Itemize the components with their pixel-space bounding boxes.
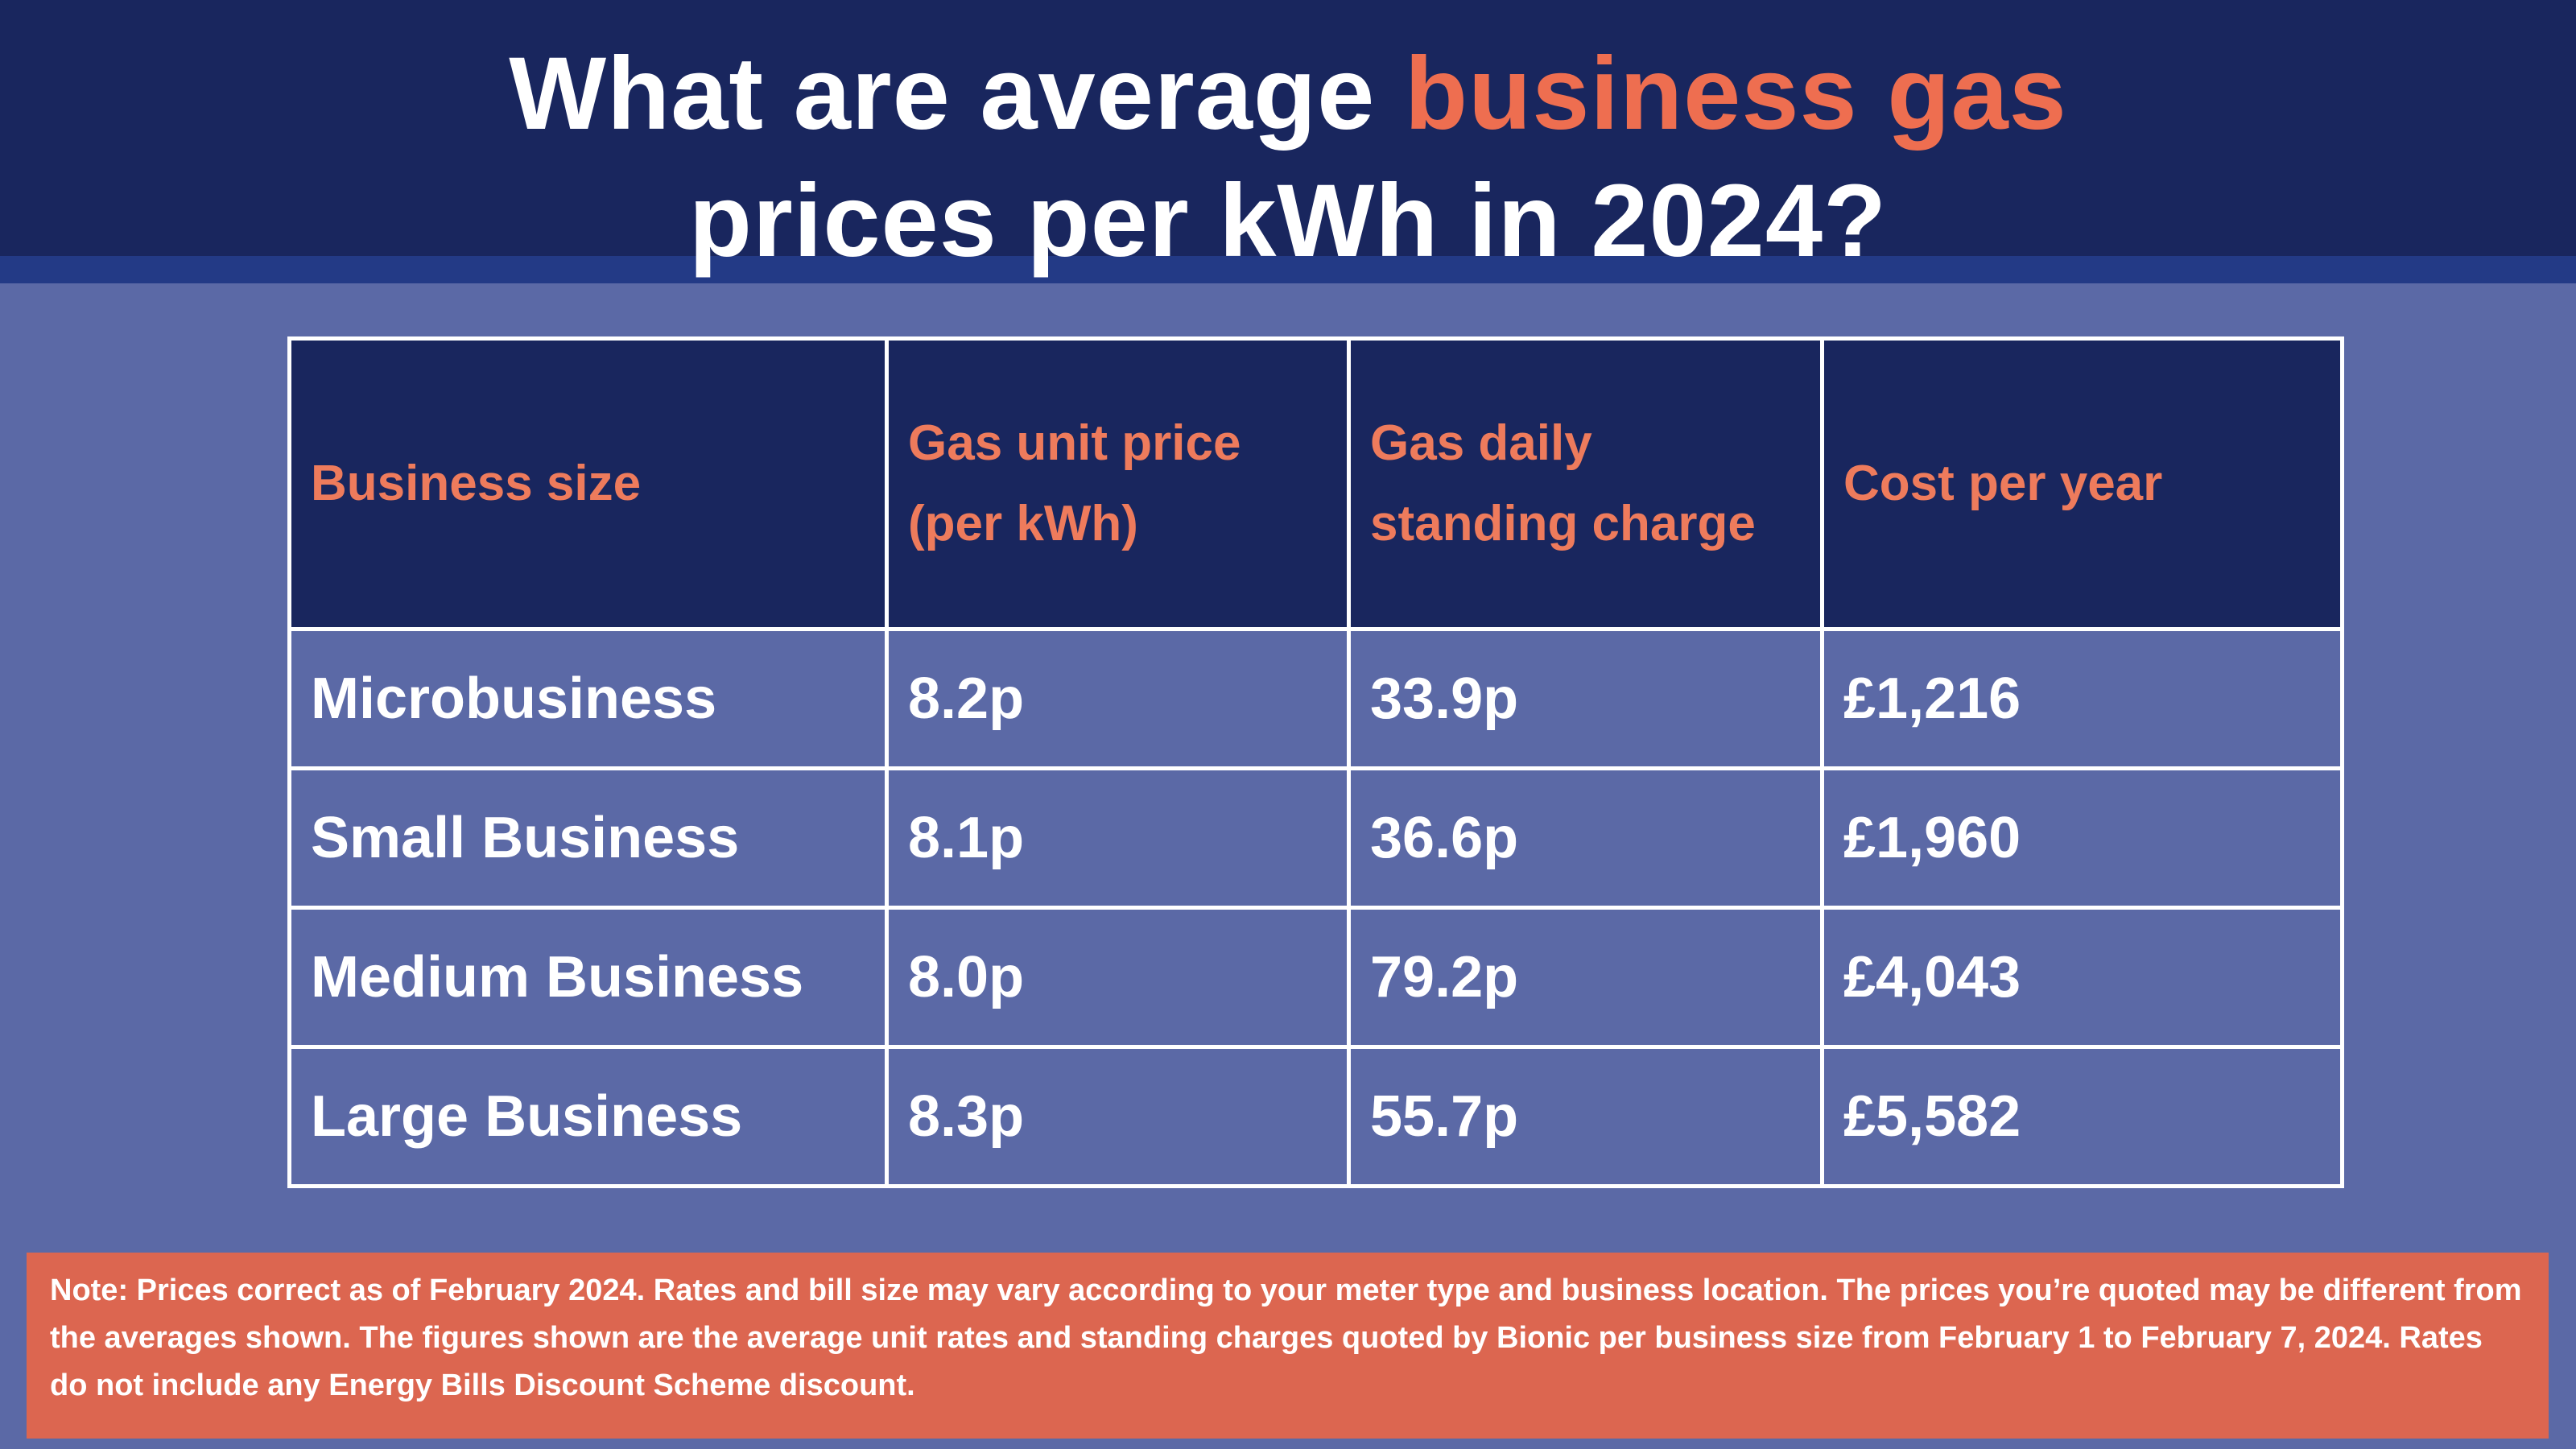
title-part-1: What are average bbox=[509, 36, 1405, 151]
disclaimer-note: Note: Prices correct as of February 2024… bbox=[27, 1253, 2549, 1439]
table-row: Small Business 8.1p 36.6p £1,960 bbox=[287, 766, 2344, 910]
cell-business-size: Large Business bbox=[287, 1045, 889, 1188]
cell-business-size: Small Business bbox=[287, 766, 889, 910]
cell-standing-charge: 55.7p bbox=[1347, 1045, 1824, 1188]
cell-cost-per-year: £4,043 bbox=[1820, 906, 2344, 1049]
table-row: Microbusiness 8.2p 33.9p £1,216 bbox=[287, 627, 2344, 770]
header-business-size: Business size bbox=[287, 336, 889, 631]
cell-unit-price: 8.3p bbox=[885, 1045, 1351, 1188]
table-row: Large Business 8.3p 55.7p £5,582 bbox=[287, 1045, 2344, 1188]
cell-business-size: Microbusiness bbox=[287, 627, 889, 770]
cell-standing-charge: 33.9p bbox=[1347, 627, 1824, 770]
cell-unit-price: 8.1p bbox=[885, 766, 1351, 910]
title-accent: business gas bbox=[1404, 36, 2067, 151]
cell-standing-charge: 36.6p bbox=[1347, 766, 1824, 910]
header-band bbox=[0, 0, 2576, 256]
table-header-row: Business size Gas unit price (per kWh) G… bbox=[287, 336, 2344, 631]
header-standing-charge: Gas daily standing charge bbox=[1347, 336, 1824, 631]
header-gas-unit-price: Gas unit price (per kWh) bbox=[885, 336, 1351, 631]
price-table: Business size Gas unit price (per kWh) G… bbox=[287, 336, 2344, 1188]
header-divider-strip bbox=[0, 256, 2576, 283]
page-title: What are average business gas prices per … bbox=[0, 31, 2576, 285]
header-cost-per-year: Cost per year bbox=[1820, 336, 2344, 631]
cell-standing-charge: 79.2p bbox=[1347, 906, 1824, 1049]
cell-cost-per-year: £1,216 bbox=[1820, 627, 2344, 770]
cell-unit-price: 8.2p bbox=[885, 627, 1351, 770]
cell-cost-per-year: £5,582 bbox=[1820, 1045, 2344, 1188]
cell-business-size: Medium Business bbox=[287, 906, 889, 1049]
cell-unit-price: 8.0p bbox=[885, 906, 1351, 1049]
cell-cost-per-year: £1,960 bbox=[1820, 766, 2344, 910]
title-part-2: prices per kWh in 2024? bbox=[688, 163, 1888, 279]
table-row: Medium Business 8.0p 79.2p £4,043 bbox=[287, 906, 2344, 1049]
price-table-container: Business size Gas unit price (per kWh) G… bbox=[287, 336, 2344, 1188]
